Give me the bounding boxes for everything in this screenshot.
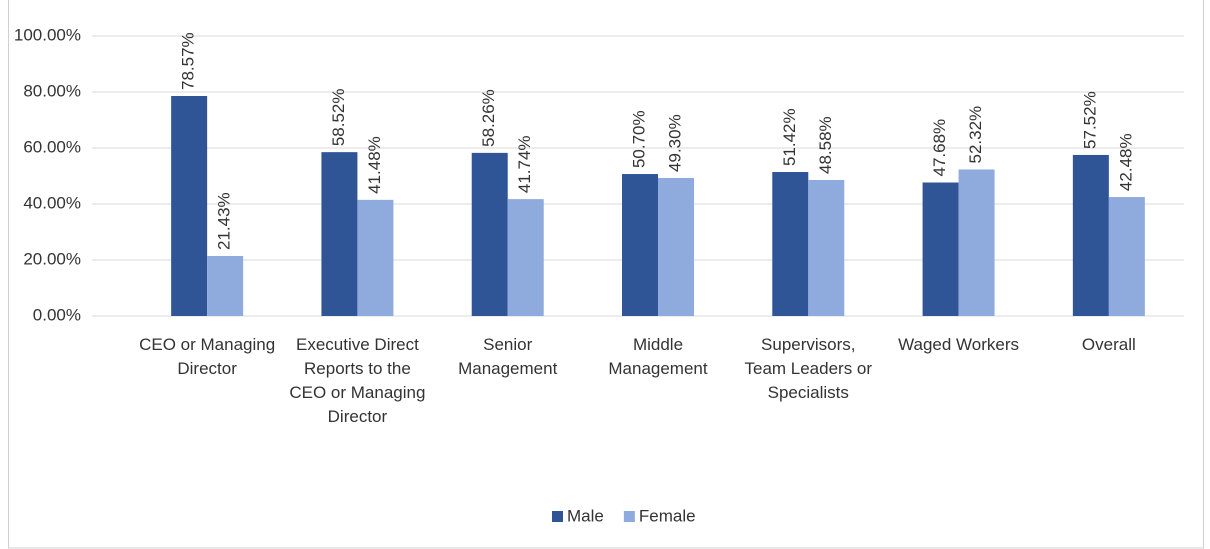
y-tick-label: 60.00% <box>23 137 81 156</box>
y-tick-label: 20.00% <box>23 249 81 268</box>
chart-border <box>8 0 1204 549</box>
x-tick-label: Executive Direct Reports to the CEO or M… <box>289 335 426 426</box>
bar <box>922 182 959 316</box>
x-tick-label: Overall <box>1081 335 1136 354</box>
y-tick-label: 0.00% <box>33 305 81 324</box>
value-label: 78.57% <box>179 32 198 90</box>
x-tick-label: CEO or Managing Director <box>139 335 276 378</box>
legend-swatch <box>623 511 635 522</box>
legend-label: Male <box>567 506 604 525</box>
value-label: 21.43% <box>215 192 234 250</box>
x-tick-label: Senior Management <box>458 335 558 378</box>
bar <box>321 152 358 316</box>
bar <box>1108 197 1145 316</box>
bar <box>507 199 544 316</box>
value-label: 51.42% <box>780 108 799 166</box>
bar <box>772 172 809 316</box>
x-tick-label: Middle Management <box>608 335 708 378</box>
value-label: 50.70% <box>629 110 648 168</box>
value-label: 48.58% <box>816 116 835 174</box>
legend-swatch <box>552 511 563 522</box>
bar <box>207 255 244 316</box>
bar <box>808 179 845 316</box>
y-tick-label: 40.00% <box>23 193 81 212</box>
bar <box>1072 154 1109 316</box>
y-tick-label: 100.00% <box>14 25 81 44</box>
value-label: 58.26% <box>479 89 498 147</box>
bar <box>357 199 394 316</box>
value-label: 41.48% <box>365 136 384 194</box>
x-tick-label: Waged Workers <box>898 335 1020 354</box>
value-label: 49.30% <box>665 114 684 172</box>
value-label: 58.52% <box>329 88 348 146</box>
value-label: 57.52% <box>1080 91 1099 149</box>
bar <box>622 174 658 316</box>
bar <box>171 96 208 316</box>
value-label: 47.68% <box>930 119 949 177</box>
bar <box>471 152 508 316</box>
bar <box>958 169 995 316</box>
value-label: 42.48% <box>1116 133 1135 191</box>
y-tick-label: 80.00% <box>23 81 81 100</box>
value-label: 52.32% <box>966 106 985 164</box>
legend-label: Female <box>639 506 696 525</box>
x-tick-label: Supervisors, Team Leaders or Specialists <box>744 335 873 402</box>
value-label: 41.74% <box>515 135 534 193</box>
bar <box>658 177 694 316</box>
